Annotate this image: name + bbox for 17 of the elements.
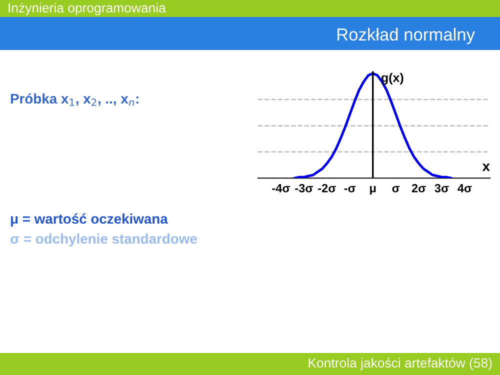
text: Kontrola jakości artefaktów (58) xyxy=(308,358,492,370)
x-tick-label: μ xyxy=(370,186,376,195)
x-axis-title: x xyxy=(482,164,490,171)
x-tick-label: 4σ xyxy=(458,184,472,192)
x-tick-label: σ xyxy=(392,186,400,192)
x-tick-label: -σ xyxy=(344,186,356,192)
text: σ = odchylenie standardowe xyxy=(10,234,197,246)
y-axis-title: g(x) xyxy=(381,72,404,85)
x-tick-label: -2σ xyxy=(318,184,336,192)
text: Inżynieria oprogramowania xyxy=(8,2,166,16)
x-tick-label: 2σ xyxy=(412,184,426,192)
chart-title: Rozkład normalny xyxy=(337,28,475,44)
x-tick-label: -4σ xyxy=(272,184,290,192)
x-tick-label: 3σ xyxy=(434,184,449,192)
text: μ = wartość oczekiwana xyxy=(10,213,168,226)
x-tick-label: -3σ xyxy=(295,184,313,192)
text: Próbka x$_{1}$, x$_{2}$, .., x$_{n}$: xyxy=(10,93,138,106)
